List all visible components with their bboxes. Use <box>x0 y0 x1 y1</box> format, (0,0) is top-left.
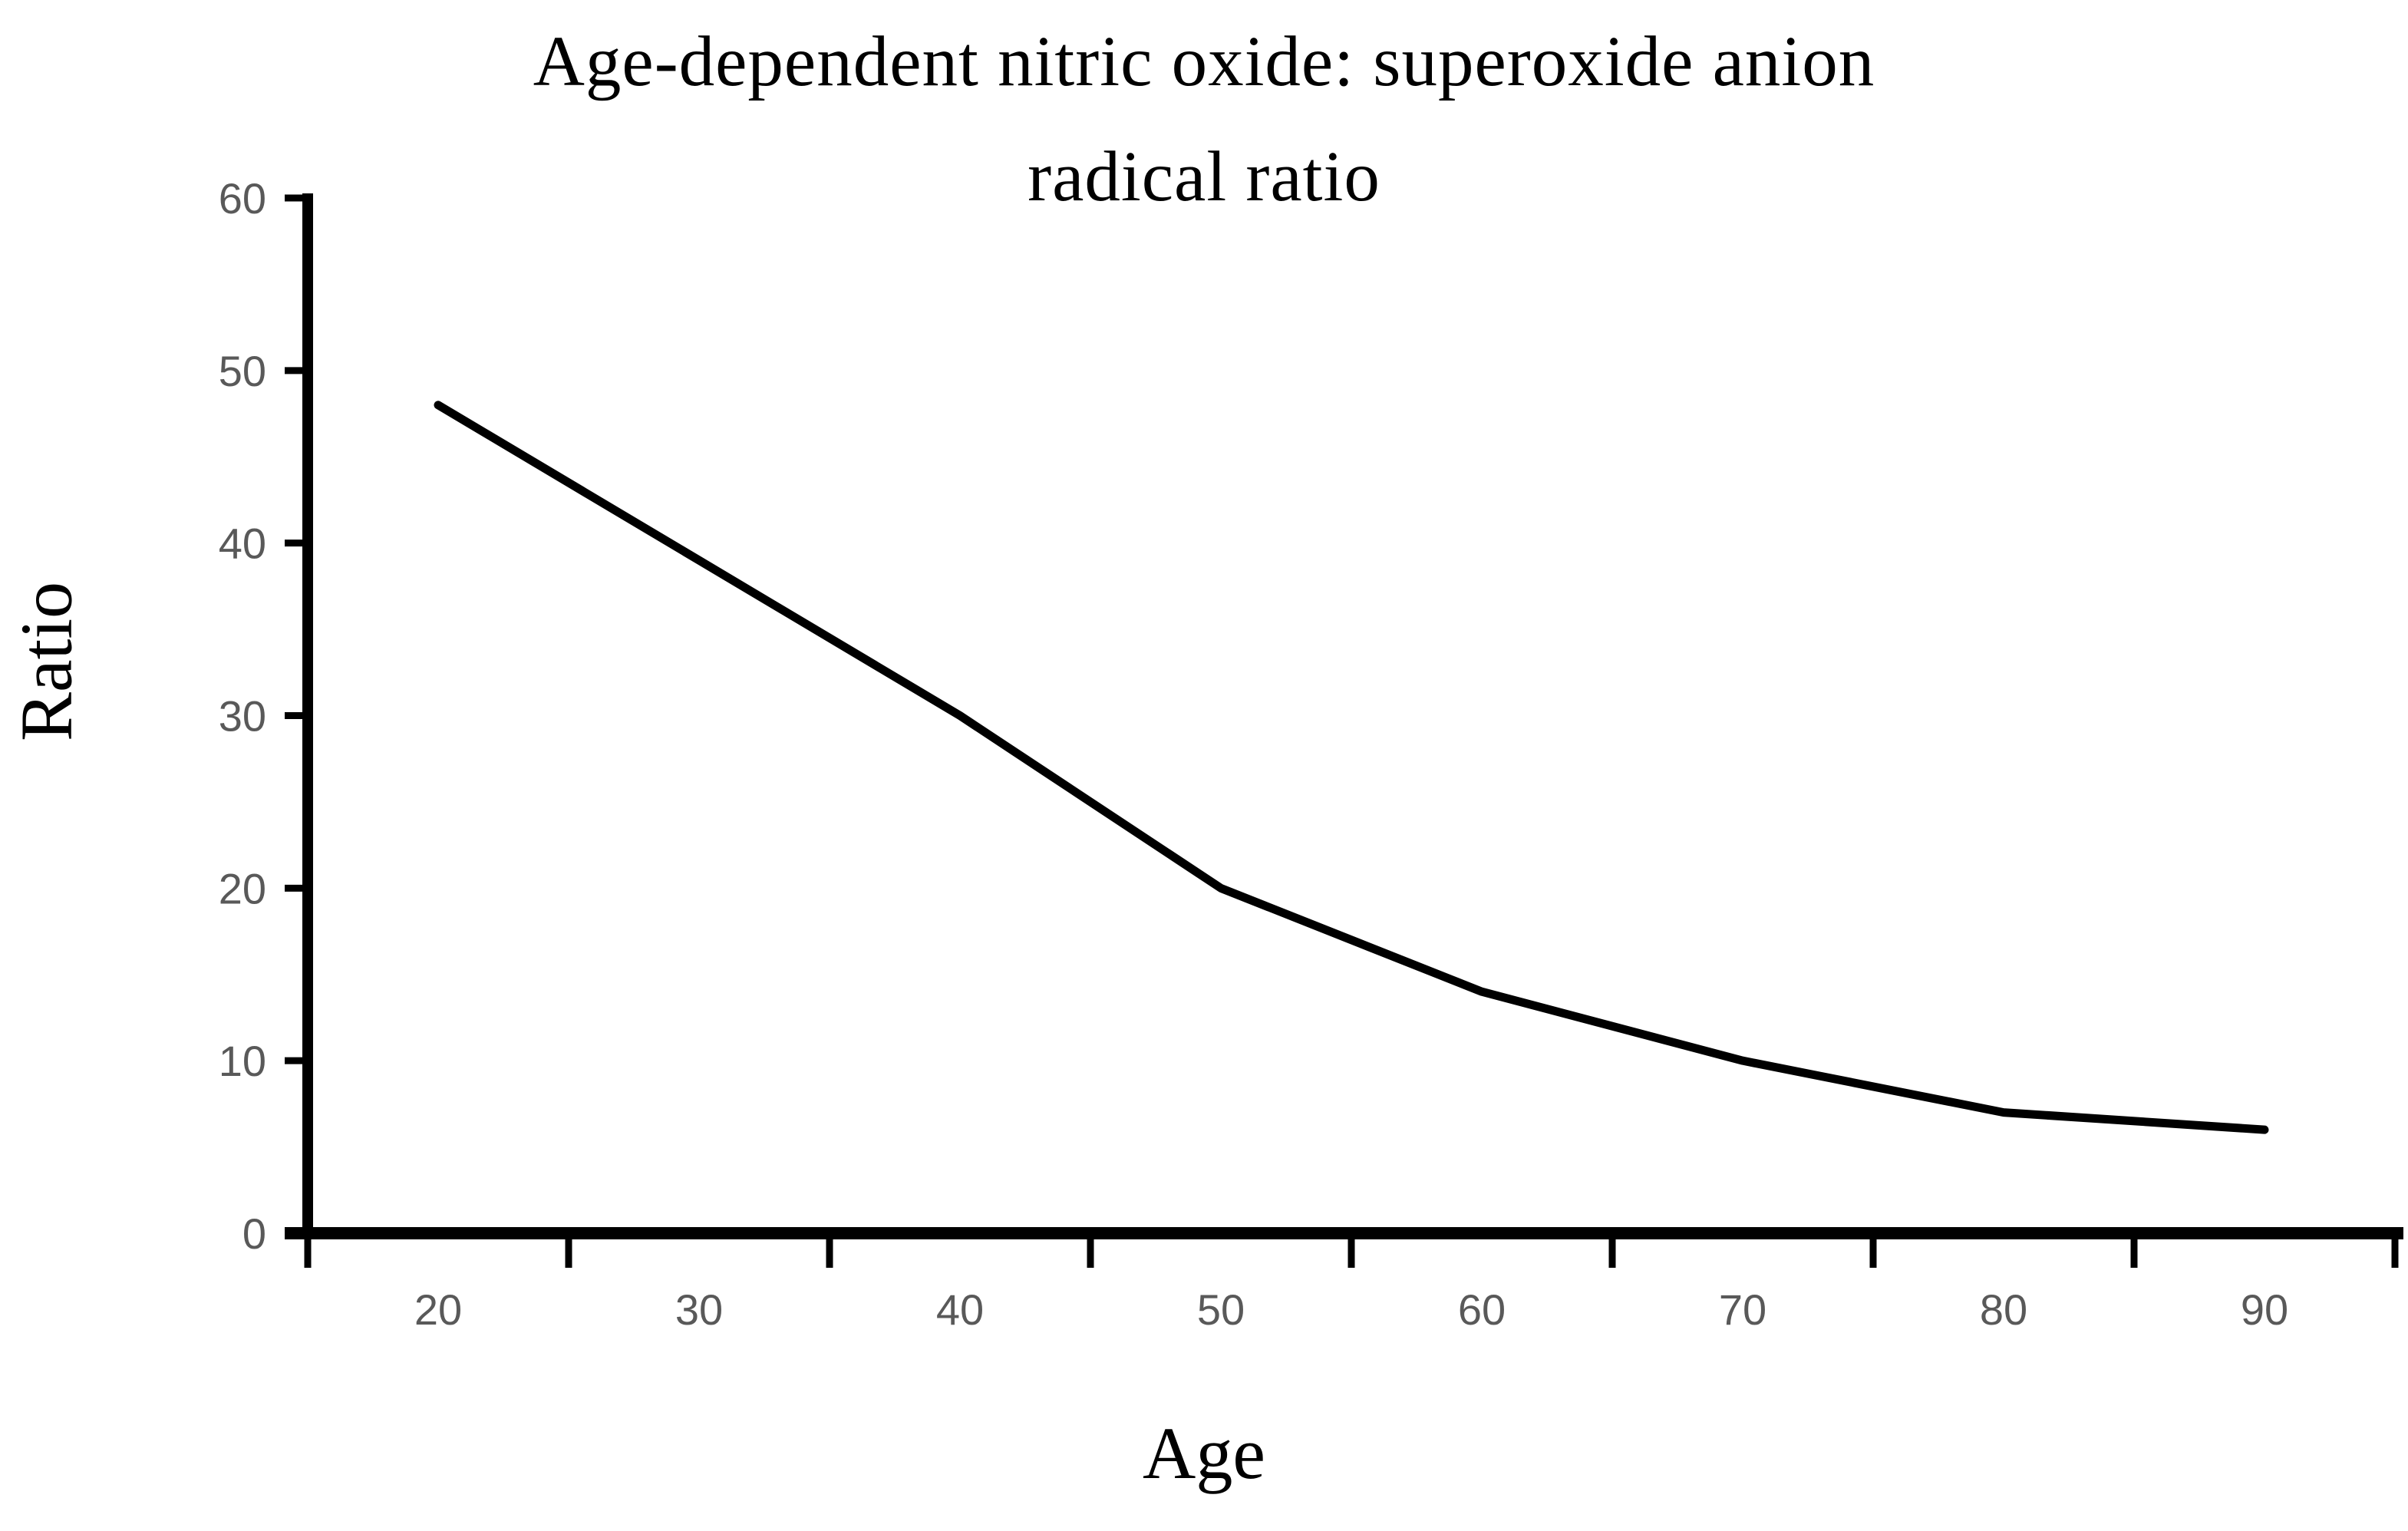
x-tick-label: 70 <box>1719 1285 1766 1334</box>
y-tick-label: 20 <box>219 864 266 912</box>
x-tick-label: 50 <box>1197 1285 1245 1334</box>
x-tick-label: 30 <box>675 1285 723 1334</box>
x-tick-label: 60 <box>1458 1285 1506 1334</box>
y-axis-title: Ratio <box>5 582 87 741</box>
x-tick-label: 20 <box>414 1285 462 1334</box>
y-tick-label: 60 <box>219 174 266 223</box>
y-tick-label: 0 <box>242 1209 266 1258</box>
chart-title: Age-dependent nitric oxide: superoxide a… <box>0 5 2408 235</box>
chart-title-line-2: radical ratio <box>1028 137 1380 216</box>
y-tick-label: 50 <box>219 347 266 395</box>
y-tick-label: 40 <box>219 520 266 568</box>
x-axis-title: Age <box>1143 1412 1265 1494</box>
x-tick-label: 80 <box>1980 1285 2027 1334</box>
y-tick-label: 10 <box>219 1037 266 1085</box>
data-line <box>434 401 2269 1134</box>
y-tick-label: 30 <box>219 692 266 741</box>
x-tick-label: 40 <box>936 1285 984 1334</box>
chart-title-line-1: Age-dependent nitric oxide: superoxide a… <box>533 22 1875 101</box>
x-tick-label: 90 <box>2241 1285 2288 1334</box>
